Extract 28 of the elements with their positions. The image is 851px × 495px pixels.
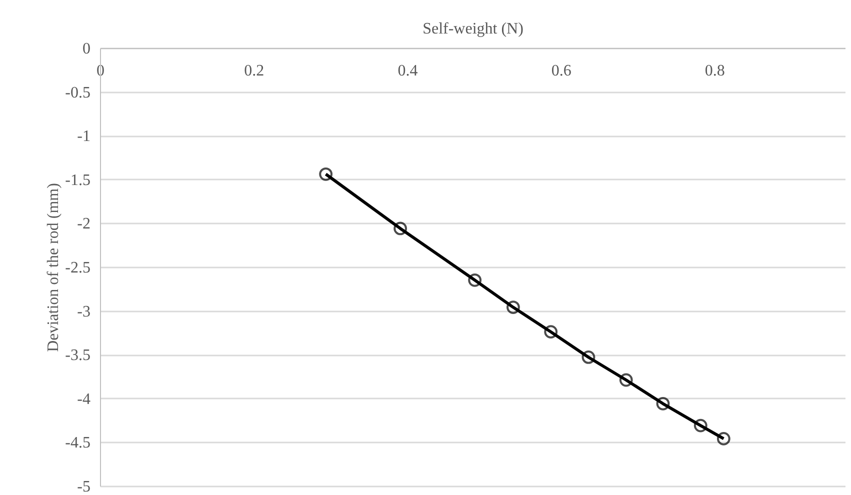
point	[716, 432, 730, 446]
point	[506, 300, 520, 314]
y-tick-label: -2	[77, 216, 90, 233]
y-tick-label: -2.5	[65, 260, 90, 276]
point	[694, 418, 708, 432]
y-tick-label: -3.5	[65, 347, 90, 364]
x-tick-label: 0.6	[551, 62, 572, 80]
point	[319, 167, 333, 181]
point	[468, 273, 482, 287]
y-tick-label: 0	[82, 40, 90, 58]
y-axis-title: Deviation of the rod (mm)	[45, 183, 62, 352]
point	[656, 396, 670, 410]
y-tick-label: -1.5	[65, 172, 90, 189]
y-tick-label: -0.5	[65, 84, 90, 102]
y-tick-label: -1	[77, 128, 90, 146]
point	[619, 373, 633, 387]
point	[544, 325, 558, 339]
y-tick-label: -5	[77, 478, 90, 495]
y-tick-label: -3	[77, 303, 90, 320]
y-tick-label: -4	[77, 390, 90, 408]
chart-title: Self-weight (N)	[422, 20, 524, 38]
y-tick-label: -4.5	[65, 434, 90, 452]
x-tick-label: 0.8	[704, 62, 725, 80]
x-tick-label: 0	[96, 62, 104, 80]
point	[582, 350, 596, 364]
point	[394, 222, 408, 236]
x-tick-label: 0.2	[244, 62, 264, 80]
x-tick-label: 0.4	[398, 62, 418, 80]
